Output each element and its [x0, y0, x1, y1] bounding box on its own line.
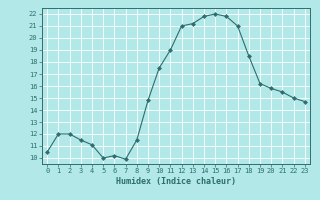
X-axis label: Humidex (Indice chaleur): Humidex (Indice chaleur): [116, 177, 236, 186]
